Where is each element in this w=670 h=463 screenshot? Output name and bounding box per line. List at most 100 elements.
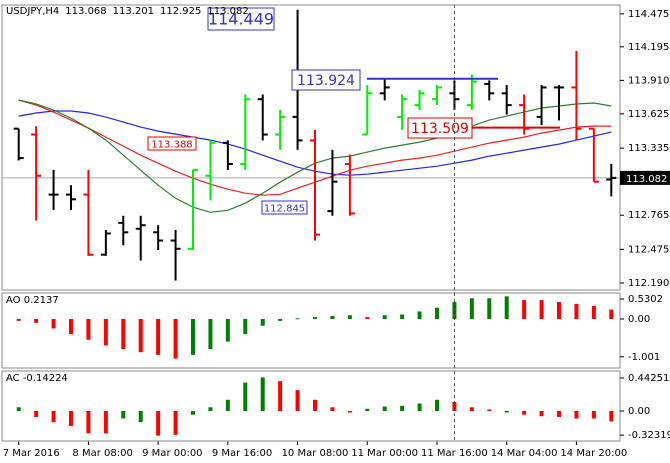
histogram-bar — [435, 307, 439, 319]
histogram-bar — [382, 315, 387, 319]
price-marker-label: 113.082 — [626, 174, 667, 185]
histogram-bar — [591, 305, 596, 319]
histogram-bar — [51, 411, 56, 423]
histogram-bar — [417, 403, 422, 411]
histogram-bar — [365, 408, 370, 411]
histogram-bar — [69, 411, 73, 426]
histogram-bar — [208, 318, 213, 350]
histogram-bar — [278, 381, 283, 411]
histogram-bar — [487, 298, 492, 319]
histogram-bar — [557, 302, 561, 319]
histogram-bar — [260, 318, 265, 326]
annotation-label: 113.509 — [411, 121, 469, 137]
histogram-bar — [487, 409, 492, 411]
histogram-bar — [574, 411, 579, 419]
indicator-title: AC -0.14224 — [6, 373, 68, 384]
panel-frame — [1, 370, 621, 442]
x-tick-label: 10 Mar 08:00 — [282, 448, 349, 459]
histogram-bar — [173, 318, 178, 359]
y-tick-label: 112.765 — [628, 210, 669, 221]
y-tick-label: -0.32319 — [628, 430, 670, 441]
x-tick-label: 14 Mar 04:00 — [491, 448, 558, 459]
indicator-title: AO 0.2137 — [6, 295, 59, 306]
histogram-bar — [452, 302, 457, 319]
y-tick-label: 0.00 — [628, 406, 650, 417]
histogram-bar — [313, 399, 317, 411]
x-tick-label: 9 Mar 00:00 — [142, 448, 202, 459]
histogram-bar — [69, 318, 73, 335]
histogram-bar — [225, 318, 230, 342]
y-tick-label: 112.475 — [628, 244, 669, 255]
histogram-bar — [243, 382, 248, 411]
histogram-bar — [330, 315, 335, 319]
histogram-bar — [225, 399, 230, 411]
plot: 114.449 113.924 113.509 113.388 112.845 — [2, 7, 620, 281]
histogram-bar — [609, 309, 614, 319]
annotation-label: 112.845 — [264, 204, 305, 215]
y-tick-label: 0.00 — [628, 314, 650, 325]
x-tick-label: 11 Mar 16:00 — [421, 448, 488, 459]
histogram-bar — [417, 311, 422, 319]
y-tick-label: 114.475 — [628, 9, 669, 20]
histogram-bar — [504, 296, 509, 319]
y-tick-label: 112.190 — [628, 278, 669, 289]
histogram-bar — [86, 318, 91, 340]
symbol: USDJPY,H4 — [6, 6, 59, 17]
header-value: 113.068 — [65, 6, 106, 17]
panel-frame — [1, 4, 621, 291]
histogram-bar — [173, 411, 178, 435]
histogram-bar — [51, 318, 56, 329]
annotation-label: 113.388 — [151, 140, 192, 151]
histogram-bar — [330, 407, 335, 411]
histogram-bar — [452, 402, 457, 411]
histogram-bar — [103, 411, 108, 434]
histogram-bar — [609, 411, 614, 422]
histogram-bar — [295, 318, 300, 320]
histogram-bar — [522, 300, 527, 319]
annotation-box — [207, 7, 275, 31]
histogram-bar — [121, 318, 126, 350]
histogram-bar — [278, 318, 283, 321]
y-tick-label: 114.195 — [628, 42, 669, 53]
histogram-bar — [191, 411, 195, 415]
annotation-box — [147, 136, 197, 151]
histogram-bar — [138, 318, 143, 353]
histogram-bar — [86, 411, 91, 434]
y-tick-label: 0.44251 — [628, 373, 669, 384]
histogram-bar — [400, 405, 405, 411]
annotation-label: 114.449 — [208, 10, 274, 29]
histogram-bar — [435, 399, 439, 411]
x-tick-label: 14 Mar 20:00 — [560, 448, 627, 459]
histogram-bar — [313, 317, 317, 319]
histogram-bar — [347, 315, 352, 319]
histogram-bar — [16, 318, 21, 321]
histogram-bar — [16, 407, 21, 411]
header-value: 112.925 — [160, 6, 201, 17]
histogram-bar — [34, 318, 39, 323]
histogram-bar — [591, 411, 596, 419]
histogram-bar — [156, 318, 161, 355]
histogram-bar — [191, 318, 195, 355]
histogram-bar — [557, 411, 561, 417]
histogram-bar — [208, 407, 213, 411]
histogram-bar — [382, 406, 387, 411]
y-tick-label: -1.001 — [628, 352, 660, 363]
histogram-bar — [574, 303, 579, 319]
annotation-box — [261, 200, 308, 215]
x-tick-label: 11 Mar 00:00 — [351, 448, 418, 459]
header-value: 113.082 — [207, 6, 248, 17]
y-tick-label: 113.335 — [628, 143, 669, 154]
histogram-bar — [121, 411, 126, 419]
histogram-bar — [138, 411, 143, 423]
histogram-bar — [365, 317, 370, 319]
histogram-bar — [539, 411, 544, 417]
histogram-bar — [400, 314, 405, 319]
histogram-bar — [504, 411, 509, 413]
histogram-bar — [34, 411, 39, 417]
y-tick-label: 0.5302 — [628, 294, 663, 305]
x-tick-label: 7 Mar 2016 — [3, 448, 60, 459]
histogram-bar — [469, 407, 474, 411]
histogram-bar — [347, 411, 352, 413]
